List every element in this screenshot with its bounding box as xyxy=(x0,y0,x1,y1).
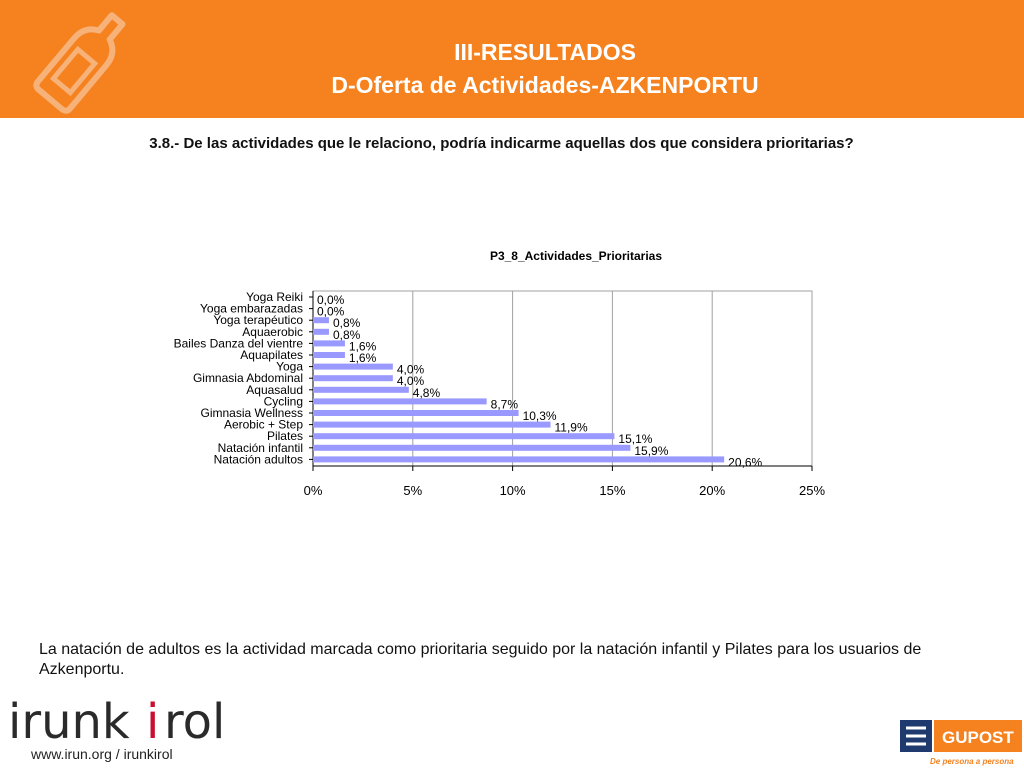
category-label: Pilates xyxy=(267,429,303,443)
category-label: Yoga Reiki xyxy=(246,290,303,304)
data-label: 0,0% xyxy=(317,293,345,307)
category-label: Bailes Danza del vientre xyxy=(174,336,304,350)
bar xyxy=(313,317,329,324)
bar xyxy=(313,444,631,451)
category-label: Cycling xyxy=(264,394,303,408)
x-tick-label: 25% xyxy=(799,483,825,498)
header-banner: III-RESULTADOS D-Oferta de Actividades-A… xyxy=(0,0,1024,118)
data-label: 15,9% xyxy=(634,444,668,458)
bar xyxy=(313,421,551,428)
gupost-logo: GUPOST xyxy=(900,718,1022,763)
footer-url[interactable]: www.irun.org / irunkirol xyxy=(31,746,173,762)
bar xyxy=(313,456,725,463)
page-subtitle: D-Oferta de Actividades-AZKENPORTU xyxy=(331,72,759,98)
bar xyxy=(313,352,345,358)
category-label: Natación adultos xyxy=(214,452,303,466)
bar xyxy=(313,433,615,440)
x-tick-label: 5% xyxy=(403,483,422,498)
irunkirol-logo: irunk i rol xyxy=(8,690,228,753)
data-label: 4,0% xyxy=(397,374,425,388)
data-label: 1,6% xyxy=(349,351,377,365)
category-label: Natación infantil xyxy=(218,441,303,455)
data-label: 15,1% xyxy=(618,432,652,446)
bottle-icon xyxy=(33,12,126,114)
survey-question: 3.8.- De las actividades que le relacion… xyxy=(149,135,854,152)
x-tick-label: 0% xyxy=(304,483,323,498)
conclusion-text: La natación de adultos es la actividad m… xyxy=(39,641,922,678)
category-label: Yoga xyxy=(276,360,303,374)
category-label: Aquasalud xyxy=(246,383,303,397)
bar xyxy=(313,340,345,347)
data-label: 0,0% xyxy=(317,305,345,319)
x-tick-label: 20% xyxy=(699,483,725,498)
category-label: Gimnasia Wellness xyxy=(201,406,303,420)
brand-text-pre: irunk xyxy=(8,694,130,748)
data-label: 20,6% xyxy=(728,455,762,469)
partner-name: GUPOST xyxy=(942,728,1014,747)
brand-text-i: i xyxy=(146,694,159,748)
data-label: 4,0% xyxy=(397,363,425,377)
data-label: 4,8% xyxy=(413,386,441,400)
bar xyxy=(313,410,519,416)
bar xyxy=(313,363,393,370)
data-label: 11,9% xyxy=(555,421,588,435)
bar xyxy=(313,386,409,393)
data-label: 1,6% xyxy=(349,339,377,353)
data-label: 0,8% xyxy=(333,316,361,330)
brand-text-post: rol xyxy=(164,694,225,748)
category-label: Yoga terapéutico xyxy=(213,313,303,327)
bar xyxy=(313,398,487,405)
x-tick-label: 15% xyxy=(599,483,625,498)
data-label: 8,7% xyxy=(491,397,519,411)
category-label: Gimnasia Abdominal xyxy=(193,371,303,385)
category-label: Aquaerobic xyxy=(242,325,303,339)
bar xyxy=(313,375,393,382)
bar xyxy=(313,328,329,335)
x-tick-label: 10% xyxy=(500,483,526,498)
data-label: 0,8% xyxy=(333,328,361,342)
partner-tagline: De persona a persona xyxy=(930,757,1014,766)
category-label: Aerobic + Step xyxy=(224,418,303,432)
chart-title: P3_8_Actividades_Prioritarias xyxy=(490,249,662,263)
page-title: III-RESULTADOS xyxy=(454,39,636,65)
category-label: Aquapilates xyxy=(240,348,303,362)
data-label: 10,3% xyxy=(523,409,557,423)
category-label: Yoga embarazadas xyxy=(200,302,303,316)
